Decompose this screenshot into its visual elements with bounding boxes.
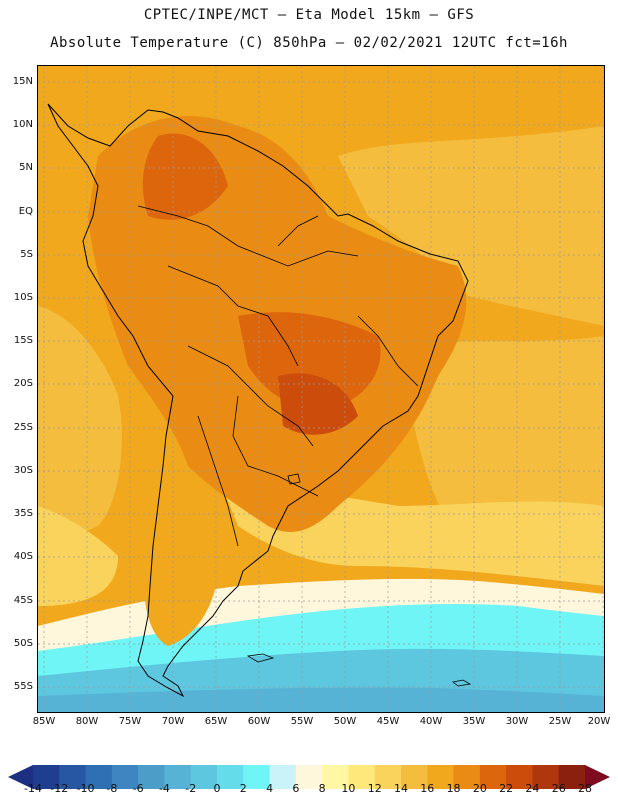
lat-label: 35S	[13, 508, 33, 519]
colorbar-cell	[269, 765, 297, 789]
colorbar-cell	[111, 765, 139, 789]
field-24-26-hotspot	[278, 373, 358, 435]
lat-label: 45S	[13, 595, 33, 606]
lat-label: 30S	[13, 465, 33, 476]
colorbar-label: -12	[50, 782, 69, 795]
lat-label: 50S	[13, 638, 33, 649]
colorbar-label: 8	[318, 782, 326, 795]
lon-label: 30W	[505, 716, 529, 727]
colorbar-cell	[217, 765, 244, 789]
colorbar-cell	[506, 765, 533, 789]
lat-label: 55S	[13, 681, 33, 692]
colorbar-label: 22	[499, 782, 514, 795]
colorbar	[8, 765, 610, 789]
colorbar-label: 16	[420, 782, 435, 795]
lon-label: 85W	[32, 716, 56, 727]
colorbar-label: 24	[525, 782, 540, 795]
lon-label: 65W	[204, 716, 228, 727]
field-16-18-pacific	[38, 306, 122, 546]
lon-label: 75W	[118, 716, 142, 727]
lon-label: 35W	[462, 716, 486, 727]
colorbar-label: 2	[239, 782, 247, 795]
colorbar-cells	[33, 765, 586, 789]
colorbar-label: 26	[551, 782, 566, 795]
field-22-24-andes-north	[142, 133, 228, 220]
colorbar-cell	[59, 765, 87, 789]
colorbar-cell	[453, 765, 481, 789]
colorbar-label: 0	[213, 782, 221, 795]
lon-label: 60W	[247, 716, 271, 727]
lat-label: 15S	[13, 335, 33, 346]
lon-label: 70W	[161, 716, 185, 727]
colorbar-label: -4	[158, 782, 170, 795]
colorbar-label: -6	[132, 782, 144, 795]
colorbar-cell	[532, 765, 560, 789]
colorbar-label: -8	[106, 782, 118, 795]
lat-label: 20S	[13, 378, 33, 389]
colorbar-label: 12	[367, 782, 382, 795]
lat-label: 15N	[12, 76, 33, 87]
colorbar-label: 4	[266, 782, 274, 795]
lon-label: 45W	[376, 716, 400, 727]
colorbar-cell	[164, 765, 192, 789]
colorbar-cell	[295, 765, 323, 789]
lat-label: 40S	[13, 551, 33, 562]
lon-label: 40W	[419, 716, 443, 727]
colorbar-cell	[85, 765, 113, 789]
lon-label: 80W	[75, 716, 99, 727]
colorbar-cell	[427, 765, 455, 789]
colorbar-cell	[33, 765, 60, 789]
colorbar-cell	[348, 765, 376, 789]
lat-label: 5N	[19, 162, 33, 173]
colorbar-label: -2	[185, 782, 197, 795]
colorbar-cell	[243, 765, 271, 789]
lat-label: 5S	[20, 249, 33, 260]
field-14-16-sw	[38, 506, 118, 606]
lat-label: EQ	[18, 206, 33, 217]
colorbar-cell	[190, 765, 218, 789]
lon-label: 20W	[587, 716, 611, 727]
field-patagonia	[144, 542, 218, 646]
islands	[246, 473, 472, 687]
colorbar-cell	[138, 765, 165, 789]
lat-label: 10S	[13, 292, 33, 303]
colorbar-label: 10	[341, 782, 356, 795]
colorbar-low-arrow	[8, 765, 33, 789]
colorbar-label: 28	[578, 782, 592, 795]
colorbar-cell	[374, 765, 402, 789]
colorbar-label: 14	[394, 782, 408, 795]
lon-label: 25W	[548, 716, 572, 727]
colorbar-high-arrow	[585, 765, 610, 789]
field-16-18-north	[338, 126, 604, 326]
chart-title-line2: Absolute Temperature (C) 850hPa – 02/02/…	[50, 35, 568, 51]
colorbar-label: 20	[472, 782, 487, 795]
colorbar-cell	[401, 765, 428, 789]
chart-title-line1: CPTEC/INPE/MCT – Eta Model 15km – GFS	[143, 7, 475, 23]
lon-label: 50W	[333, 716, 357, 727]
country-borders	[137, 205, 419, 547]
colorbar-label: -10	[76, 782, 95, 795]
south-america-coastline	[47, 103, 469, 698]
colorbar-label: -14	[24, 782, 42, 795]
lat-label: 10N	[12, 119, 33, 130]
colorbar-cell	[479, 765, 507, 789]
graticule	[38, 66, 604, 712]
lat-label: 25S	[13, 422, 33, 433]
colorbar-label: 6	[292, 782, 300, 795]
colorbar-label: 18	[446, 782, 461, 795]
temperature-map	[38, 66, 604, 712]
colorbar-cell	[322, 765, 349, 789]
lon-label: 55W	[290, 716, 314, 727]
field-16-18-east	[408, 336, 604, 536]
colorbar-cell	[558, 765, 586, 789]
map-canvas	[38, 66, 604, 712]
